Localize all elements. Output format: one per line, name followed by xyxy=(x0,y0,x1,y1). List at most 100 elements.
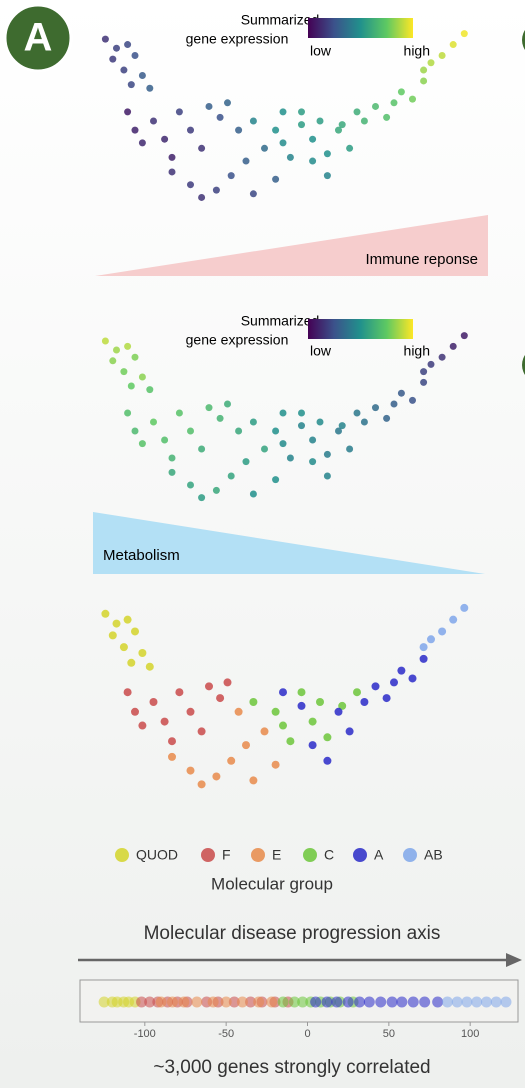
point xyxy=(338,701,347,710)
point xyxy=(197,780,206,789)
point xyxy=(427,59,435,67)
point xyxy=(323,472,331,480)
point xyxy=(279,108,287,116)
point xyxy=(127,81,135,89)
point xyxy=(146,386,154,394)
panel-badge xyxy=(3,3,73,73)
point xyxy=(113,44,120,52)
point xyxy=(277,996,289,1008)
annotation: Metabolism xyxy=(103,547,180,564)
colorbar-label: high xyxy=(404,343,430,359)
point xyxy=(186,766,195,775)
point xyxy=(272,427,280,435)
point xyxy=(131,51,139,59)
point xyxy=(331,996,343,1008)
point xyxy=(249,698,258,706)
point xyxy=(397,666,406,675)
point xyxy=(223,678,232,687)
point xyxy=(138,373,146,381)
point xyxy=(409,396,416,404)
trend-triangle xyxy=(95,215,488,276)
point xyxy=(390,99,398,107)
point xyxy=(138,649,147,657)
point xyxy=(242,157,250,165)
colorbar-title: Summarized xyxy=(241,12,320,28)
point xyxy=(334,707,343,716)
point xyxy=(109,55,117,63)
colorbar-title: gene expression xyxy=(186,31,289,47)
point xyxy=(346,445,354,453)
point xyxy=(124,41,132,49)
point xyxy=(338,422,346,430)
point xyxy=(298,108,305,116)
point xyxy=(310,996,322,1008)
point xyxy=(460,332,468,340)
point xyxy=(150,117,157,125)
point xyxy=(288,996,300,1008)
point xyxy=(297,701,306,710)
point xyxy=(419,643,428,652)
point xyxy=(286,737,295,746)
point xyxy=(119,643,128,652)
point xyxy=(432,996,444,1008)
point xyxy=(272,476,280,484)
point xyxy=(101,337,109,345)
point xyxy=(242,741,250,750)
point xyxy=(216,113,224,121)
point xyxy=(161,436,169,444)
point xyxy=(168,737,176,746)
point xyxy=(227,756,236,765)
point xyxy=(316,698,324,706)
point xyxy=(187,427,194,435)
point xyxy=(160,717,169,726)
point xyxy=(220,996,232,1008)
point xyxy=(131,353,139,361)
point xyxy=(235,126,243,134)
point xyxy=(245,996,257,1008)
point xyxy=(227,472,235,480)
point xyxy=(178,996,190,1008)
point xyxy=(279,721,287,730)
point xyxy=(149,698,158,706)
point xyxy=(138,721,147,730)
point xyxy=(260,727,269,736)
point xyxy=(166,996,178,1008)
point xyxy=(407,996,419,1008)
point xyxy=(409,95,416,103)
point xyxy=(335,427,342,435)
point xyxy=(298,121,305,129)
point xyxy=(136,996,148,1008)
point xyxy=(101,35,109,43)
point xyxy=(420,378,428,386)
point xyxy=(150,418,157,426)
point xyxy=(144,996,156,1008)
point xyxy=(345,727,354,736)
legend-swatch xyxy=(201,848,215,862)
point xyxy=(101,609,110,618)
point xyxy=(198,144,206,152)
point xyxy=(279,440,287,448)
point xyxy=(360,117,368,125)
point xyxy=(427,360,435,368)
x-tick-label: -100 xyxy=(134,1028,156,1040)
point xyxy=(461,996,473,1008)
point xyxy=(249,418,257,426)
x-tick-label: 100 xyxy=(461,1028,479,1040)
point xyxy=(371,682,380,691)
point xyxy=(120,368,128,376)
point xyxy=(197,727,206,736)
point xyxy=(500,996,512,1008)
point xyxy=(205,102,213,110)
point xyxy=(427,635,435,644)
point xyxy=(286,454,294,462)
point xyxy=(363,996,375,1008)
point xyxy=(108,631,117,640)
point xyxy=(120,66,128,74)
x-tick-label: 50 xyxy=(383,1028,395,1040)
point xyxy=(297,996,309,1008)
point xyxy=(420,368,428,376)
point xyxy=(216,694,225,703)
point xyxy=(451,996,463,1008)
point xyxy=(212,772,221,781)
